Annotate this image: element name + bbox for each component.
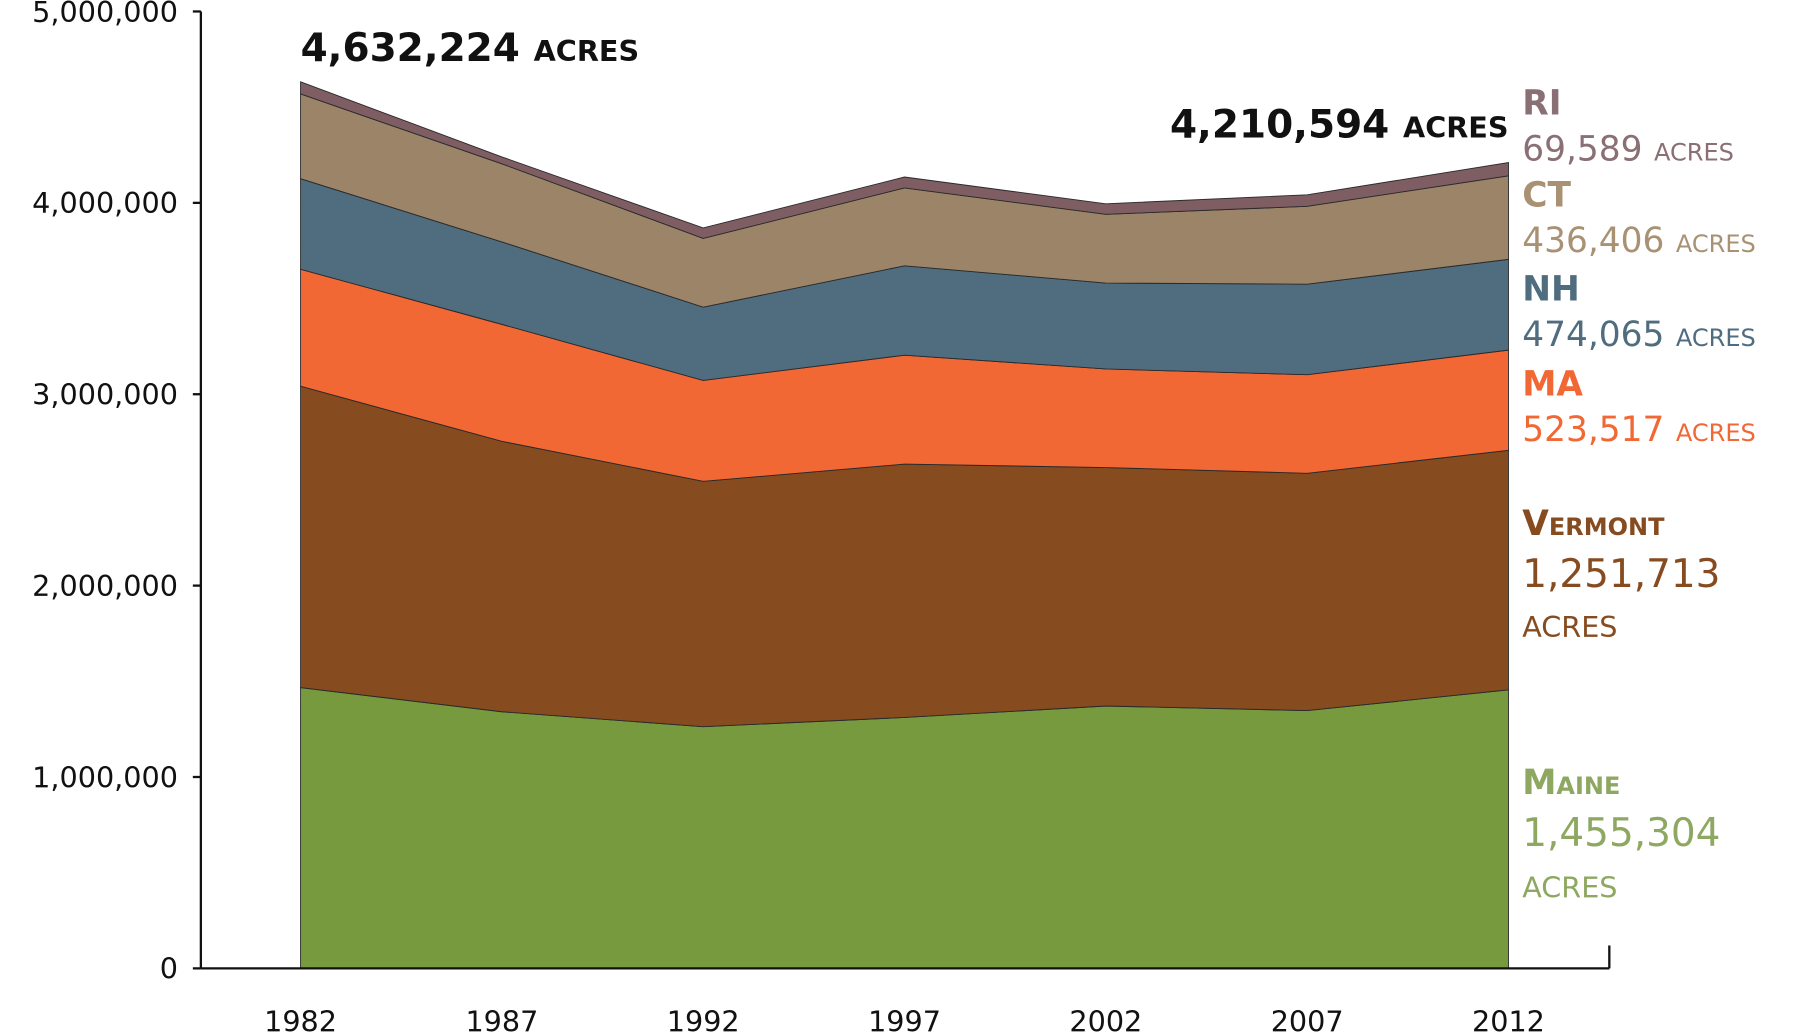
legend-name: MA: [1522, 364, 1583, 404]
legend-name: Vermont: [1522, 504, 1665, 544]
total-annotation: 4,210,594 ACRES: [1170, 102, 1509, 147]
legend-value: 436,406 ACRES: [1522, 221, 1756, 261]
unit: ACRES: [1654, 138, 1734, 166]
legend-value: 1,251,713: [1522, 552, 1720, 597]
x-tick-label: 2007: [1271, 1004, 1344, 1036]
y-tick-label: 3,000,000: [32, 378, 178, 412]
unit: ACRES: [1676, 230, 1756, 258]
y-tick-label: 1,000,000: [32, 760, 178, 794]
value: 474,065: [1522, 315, 1664, 355]
unit: ACRES: [1403, 110, 1508, 144]
total-annotation: 4,632,224 ACRES: [301, 26, 640, 71]
legend-name: NH: [1522, 269, 1580, 309]
y-tick-label: 2,000,000: [32, 569, 178, 603]
legend-name: RI: [1522, 84, 1561, 124]
unit: ACRES: [1676, 324, 1756, 352]
value: 523,517: [1522, 410, 1664, 450]
unit: ACRES: [1522, 610, 1617, 644]
x-tick-label: 2012: [1472, 1004, 1545, 1036]
value: 69,589: [1522, 129, 1642, 169]
legend-name: Maine: [1522, 763, 1620, 803]
y-tick-label: 0: [160, 952, 178, 986]
area: [300, 687, 1509, 969]
areas: [300, 81, 1509, 969]
legend-value: 523,517 ACRES: [1522, 410, 1756, 450]
legend-name: CT: [1522, 175, 1571, 215]
unit: ACRES: [534, 34, 639, 68]
legend-value: 69,589 ACRES: [1522, 129, 1734, 169]
x-tick-label: 1992: [667, 1004, 740, 1036]
x-tick-label: 2002: [1069, 1004, 1142, 1036]
x-tick-label: 1987: [465, 1004, 538, 1036]
total-value: 4,632,224: [301, 26, 520, 71]
unit: ACRES: [1522, 870, 1617, 904]
value: 436,406: [1522, 221, 1664, 261]
area: [300, 81, 1509, 239]
x-tick-label: 1982: [264, 1004, 337, 1036]
x-tick-label: 1997: [868, 1004, 941, 1036]
legend-value: 1,455,304: [1522, 811, 1720, 856]
y-tick-label: 4,000,000: [32, 186, 178, 220]
legend-value: 474,065 ACRES: [1522, 315, 1756, 355]
y-tick-label: 5,000,000: [32, 0, 178, 29]
unit: ACRES: [1676, 419, 1756, 447]
total-value: 4,210,594: [1170, 102, 1389, 147]
